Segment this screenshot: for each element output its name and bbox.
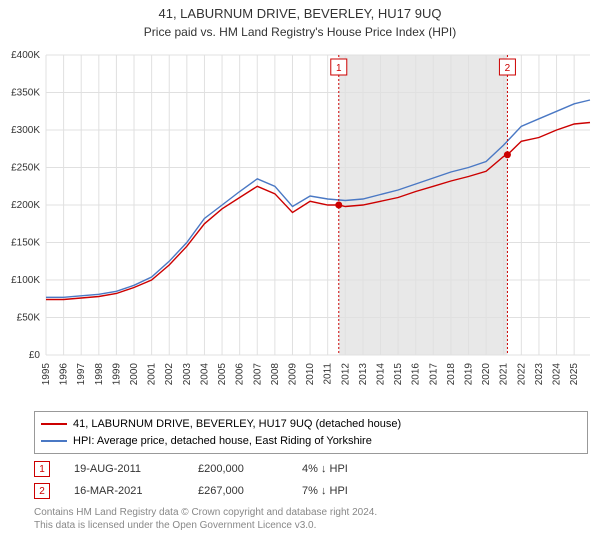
- line-chart-svg: £0£50K£100K£150K£200K£250K£300K£350K£400…: [46, 45, 590, 405]
- svg-text:£400K: £400K: [11, 50, 40, 61]
- legend-item: HPI: Average price, detached house, East…: [41, 433, 581, 450]
- svg-text:1: 1: [336, 63, 342, 74]
- svg-text:2017: 2017: [428, 363, 439, 386]
- chart-plot-area: £0£50K£100K£150K£200K£250K£300K£350K£400…: [46, 45, 590, 405]
- svg-text:2018: 2018: [446, 363, 457, 386]
- svg-text:2005: 2005: [217, 363, 228, 386]
- legend-label: 41, LABURNUM DRIVE, BEVERLEY, HU17 9UQ (…: [73, 416, 401, 433]
- marker-pct: 4% ↓ HPI: [302, 463, 402, 475]
- svg-text:2014: 2014: [375, 363, 386, 386]
- svg-text:2004: 2004: [199, 363, 210, 386]
- svg-text:2021: 2021: [499, 363, 510, 386]
- marker-price: £200,000: [198, 463, 278, 475]
- marker-table: 1 19-AUG-2011 £200,000 4% ↓ HPI 2 16-MAR…: [34, 458, 588, 502]
- svg-text:1999: 1999: [111, 363, 122, 386]
- svg-text:1997: 1997: [76, 363, 87, 386]
- legend-swatch: [41, 440, 67, 442]
- svg-text:1996: 1996: [59, 363, 70, 386]
- marker-box-icon: 1: [34, 461, 50, 477]
- table-row: 2 16-MAR-2021 £267,000 7% ↓ HPI: [34, 480, 588, 502]
- svg-text:£250K: £250K: [11, 163, 40, 174]
- svg-text:2010: 2010: [305, 363, 316, 386]
- svg-text:2000: 2000: [129, 363, 140, 386]
- svg-text:2016: 2016: [411, 363, 422, 386]
- svg-text:£300K: £300K: [11, 125, 40, 136]
- svg-text:2024: 2024: [552, 363, 563, 386]
- svg-text:2019: 2019: [464, 363, 475, 386]
- svg-text:1998: 1998: [94, 363, 105, 386]
- svg-text:£350K: £350K: [11, 88, 40, 99]
- legend-item: 41, LABURNUM DRIVE, BEVERLEY, HU17 9UQ (…: [41, 416, 581, 433]
- marker-date: 16-MAR-2021: [74, 485, 174, 497]
- svg-text:2003: 2003: [182, 363, 193, 386]
- svg-text:£0: £0: [29, 350, 41, 361]
- svg-text:2013: 2013: [358, 363, 369, 386]
- svg-text:2012: 2012: [340, 363, 351, 386]
- footer-attribution: Contains HM Land Registry data © Crown c…: [34, 506, 588, 532]
- footer-line: This data is licensed under the Open Gov…: [34, 519, 588, 532]
- svg-text:2023: 2023: [534, 363, 545, 386]
- legend: 41, LABURNUM DRIVE, BEVERLEY, HU17 9UQ (…: [34, 411, 588, 454]
- chart-container: 41, LABURNUM DRIVE, BEVERLEY, HU17 9UQ P…: [0, 0, 600, 560]
- table-row: 1 19-AUG-2011 £200,000 4% ↓ HPI: [34, 458, 588, 480]
- svg-text:2001: 2001: [147, 363, 158, 386]
- svg-text:£200K: £200K: [11, 200, 40, 211]
- marker-date: 19-AUG-2011: [74, 463, 174, 475]
- svg-text:2008: 2008: [270, 363, 281, 386]
- svg-text:£150K: £150K: [11, 238, 40, 249]
- footer-line: Contains HM Land Registry data © Crown c…: [34, 506, 588, 519]
- svg-text:2011: 2011: [323, 363, 334, 385]
- marker-price: £267,000: [198, 485, 278, 497]
- legend-swatch: [41, 423, 67, 425]
- svg-text:2009: 2009: [287, 363, 298, 386]
- page-subtitle: Price paid vs. HM Land Registry's House …: [0, 21, 600, 45]
- svg-text:2007: 2007: [252, 363, 263, 386]
- svg-text:2020: 2020: [481, 363, 492, 386]
- svg-text:2022: 2022: [516, 363, 527, 386]
- svg-text:£50K: £50K: [17, 313, 41, 324]
- svg-text:2006: 2006: [235, 363, 246, 386]
- svg-text:2015: 2015: [393, 363, 404, 386]
- svg-text:2: 2: [505, 63, 511, 74]
- marker-pct: 7% ↓ HPI: [302, 485, 402, 497]
- svg-text:2002: 2002: [164, 363, 175, 386]
- svg-text:£100K: £100K: [11, 275, 40, 286]
- marker-box-icon: 2: [34, 483, 50, 499]
- svg-text:2025: 2025: [569, 363, 580, 386]
- svg-text:1995: 1995: [41, 363, 52, 386]
- legend-label: HPI: Average price, detached house, East…: [73, 433, 372, 450]
- page-title: 41, LABURNUM DRIVE, BEVERLEY, HU17 9UQ: [0, 0, 600, 21]
